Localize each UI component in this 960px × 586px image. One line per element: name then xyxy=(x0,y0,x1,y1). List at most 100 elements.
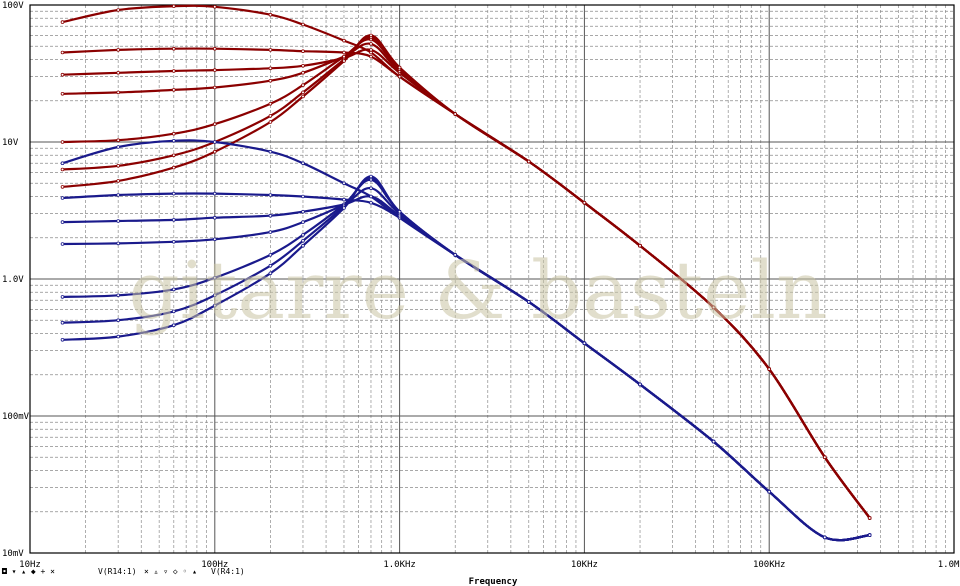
data-point xyxy=(268,114,273,118)
data-point xyxy=(301,194,305,199)
grid xyxy=(29,4,955,554)
data-point xyxy=(116,145,120,149)
x-axis-tick-labels: 10Hz 100Hz 1.0KHz 10KHz 100KHz 1.0MHz xyxy=(19,560,960,570)
data-point xyxy=(116,71,120,75)
data-point xyxy=(301,83,305,87)
data-point xyxy=(172,139,176,143)
y-tick-label: 10V xyxy=(2,138,19,148)
data-point xyxy=(60,295,65,299)
data-point xyxy=(172,218,176,222)
data-point xyxy=(213,122,217,126)
data-point xyxy=(301,22,305,27)
watermark-text: gitarre & basteln xyxy=(128,244,827,337)
data-point xyxy=(369,194,373,199)
data-point xyxy=(116,219,120,223)
data-point xyxy=(822,535,827,540)
data-point xyxy=(213,303,217,308)
data-point xyxy=(172,153,176,158)
data-point xyxy=(301,94,305,99)
data-point xyxy=(301,64,305,68)
data-point xyxy=(867,533,872,537)
data-point xyxy=(822,455,827,460)
data-point xyxy=(172,287,176,292)
data-point xyxy=(213,191,217,196)
data-point xyxy=(301,243,305,248)
data-point xyxy=(60,320,65,325)
data-point xyxy=(172,131,176,136)
data-point xyxy=(116,318,120,323)
data-point xyxy=(369,42,373,46)
plot-frame xyxy=(29,4,955,554)
legend-label-v-r14: V(R14:1) xyxy=(98,567,137,576)
data-point xyxy=(116,241,120,246)
data-point xyxy=(767,367,771,371)
data-point xyxy=(582,201,587,205)
data-point xyxy=(397,74,402,79)
plot-border xyxy=(29,4,955,554)
data-point xyxy=(60,337,65,342)
data-point xyxy=(60,72,65,77)
data-point xyxy=(638,382,642,387)
data-point xyxy=(268,213,273,218)
data-point xyxy=(213,293,217,298)
data-point xyxy=(711,305,716,310)
y-axis-tick-labels: 100V 10V 1.0V 100mV 10mV xyxy=(2,1,30,559)
data-point xyxy=(60,167,65,172)
data-point xyxy=(116,293,120,298)
data-point xyxy=(369,54,373,59)
data-point xyxy=(397,209,402,214)
data-point xyxy=(116,8,120,12)
data-point xyxy=(342,38,346,43)
data-point xyxy=(172,309,176,314)
data-point xyxy=(60,140,65,144)
data-point xyxy=(116,164,120,168)
data-point xyxy=(268,253,273,257)
legend-label-v-r4: V(R4:1) xyxy=(211,567,245,576)
x-tick-label: 100Hz xyxy=(201,560,228,570)
data-point xyxy=(342,181,346,186)
data-point xyxy=(213,149,217,154)
data-point xyxy=(60,161,65,166)
data-point xyxy=(60,20,65,24)
data-point xyxy=(342,206,346,210)
x-tick-label: 100KHz xyxy=(753,560,786,570)
data-point xyxy=(369,186,373,191)
data-point xyxy=(453,112,458,116)
series-line xyxy=(62,175,870,542)
data-point xyxy=(213,215,217,220)
data-point xyxy=(342,50,346,55)
data-point xyxy=(213,68,217,72)
data-point xyxy=(172,46,176,51)
data-point xyxy=(213,237,217,242)
series-14 xyxy=(60,174,872,542)
data-point xyxy=(172,4,176,8)
data-point xyxy=(342,197,346,202)
data-point xyxy=(867,516,872,520)
data-point xyxy=(213,46,217,51)
x-axis-label: Frequency xyxy=(469,577,518,586)
data-point xyxy=(301,90,305,95)
data-point xyxy=(301,49,305,53)
data-point xyxy=(301,220,305,224)
data-point xyxy=(301,209,305,214)
data-point xyxy=(60,242,65,246)
data-point xyxy=(268,78,273,83)
data-point xyxy=(369,33,373,38)
data-point xyxy=(369,201,373,205)
data-point xyxy=(60,185,65,189)
legend-marker-symbols-red: ◘ ▾ ▴ ◆ + × xyxy=(1,567,55,576)
y-tick-label: 100mV xyxy=(2,412,30,422)
data-point xyxy=(116,90,120,95)
data-point xyxy=(213,5,217,9)
data-point xyxy=(301,71,305,75)
data-point xyxy=(711,439,716,444)
y-tick-label: 1.0V xyxy=(2,275,24,285)
data-point xyxy=(268,48,273,52)
x-tick-label: 1.0KHz xyxy=(383,560,416,570)
data-point xyxy=(213,275,217,280)
legend-marker-symbols-blue: × ▵ ▿ ◇ ◦ ▴ xyxy=(144,567,197,576)
data-point xyxy=(116,48,120,52)
data-point xyxy=(268,66,273,71)
data-point xyxy=(342,59,346,63)
